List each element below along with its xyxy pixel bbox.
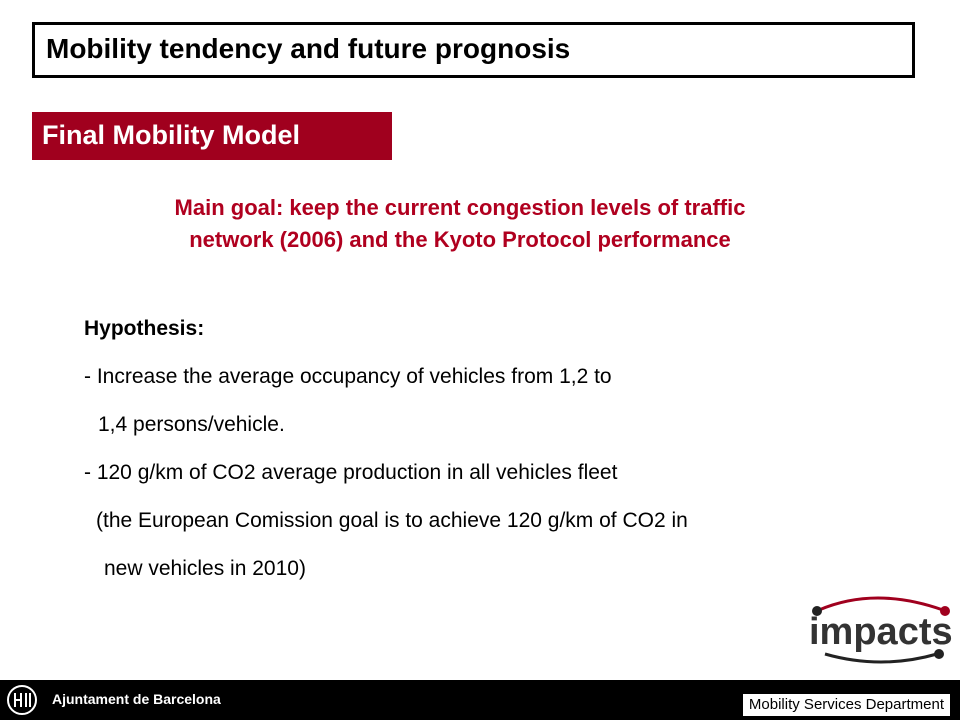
main-goal-line-1: Main goal: keep the current congestion l…: [174, 195, 746, 220]
footer-bar: Ajuntament de Barcelona Mobility Service…: [0, 680, 960, 720]
section-header: Final Mobility Model: [42, 120, 300, 150]
footer-organization: Ajuntament de Barcelona: [52, 691, 221, 707]
barcelona-crest-icon: [7, 685, 37, 715]
main-goal-line-2: network (2006) and the Kyoto Protocol pe…: [189, 227, 731, 252]
impacts-logo: impacts: [809, 596, 953, 664]
hypothesis-line: 1,4 persons/vehicle.: [98, 413, 285, 436]
main-goal: Main goal: keep the current congestion l…: [100, 192, 820, 256]
impacts-logo-text: impacts: [809, 611, 953, 653]
hypothesis-line: - Increase the average occupancy of vehi…: [84, 365, 612, 388]
hypothesis-line: new vehicles in 2010): [104, 557, 306, 580]
slide-title-box: Mobility tendency and future prognosis: [32, 22, 915, 78]
hypothesis-heading: Hypothesis:: [84, 317, 205, 340]
hypothesis-line: - 120 g/km of CO2 average production in …: [84, 461, 618, 484]
footer-department: Mobility Services Department: [742, 694, 950, 716]
slide-title: Mobility tendency and future prognosis: [46, 33, 571, 64]
section-header-bar: Final Mobility Model: [32, 112, 392, 160]
hypothesis-block: Hypothesis: - Increase the average occup…: [84, 312, 884, 600]
hypothesis-line: (the European Comission goal is to achie…: [96, 509, 688, 532]
